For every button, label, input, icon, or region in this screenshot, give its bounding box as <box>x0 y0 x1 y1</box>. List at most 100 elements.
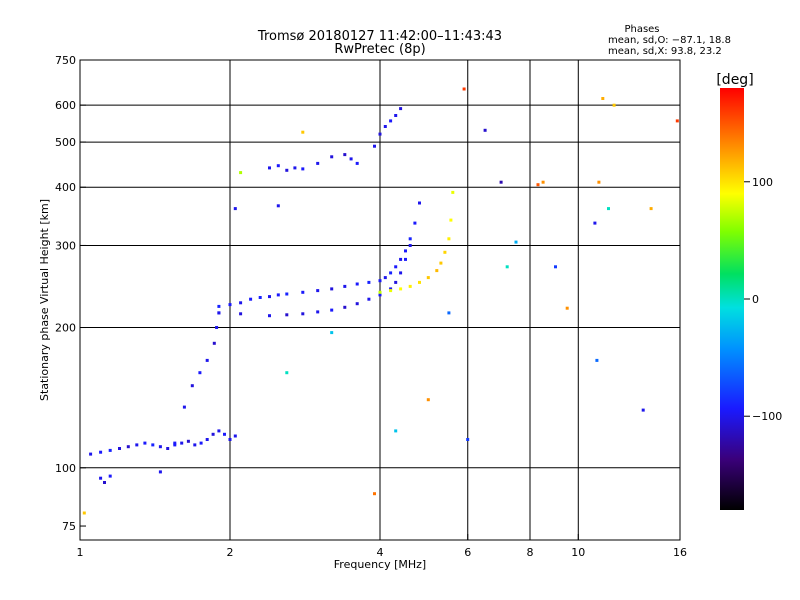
x-tick-label: 4 <box>377 546 384 559</box>
data-point <box>389 289 393 293</box>
data-point <box>394 429 398 433</box>
data-point <box>355 302 359 306</box>
data-point <box>212 341 216 345</box>
data-point <box>198 371 202 375</box>
data-point <box>135 443 139 447</box>
data-point <box>408 284 412 288</box>
data-point <box>675 119 679 123</box>
data-point <box>413 221 417 225</box>
data-point <box>426 276 430 280</box>
data-point <box>408 237 412 241</box>
data-point <box>316 289 320 293</box>
data-point <box>355 161 359 165</box>
y-tick-label: 100 <box>55 462 76 475</box>
data-point <box>449 218 453 222</box>
data-point <box>649 207 653 211</box>
plot-area: 1 2 4 6 8 10 16 75 100 200 300 400 500 600 750 <box>55 54 687 559</box>
data-point <box>601 97 605 100</box>
data-point <box>158 470 162 474</box>
data-point <box>268 166 271 170</box>
data-point <box>193 443 197 447</box>
data-point <box>514 240 518 244</box>
data-point <box>607 207 610 211</box>
data-point <box>330 155 334 159</box>
data-point <box>378 279 382 283</box>
x-tick-label: 10 <box>571 546 585 559</box>
data-point <box>505 265 509 269</box>
data-point <box>349 157 353 161</box>
x-tick-label: 16 <box>673 546 687 559</box>
data-point <box>373 144 376 148</box>
phases-x-line: mean, sd,X: 93.8, 23.2 <box>608 46 722 57</box>
data-point <box>99 450 103 454</box>
colorbar-gradient <box>720 88 744 510</box>
data-point <box>223 432 226 436</box>
data-point <box>408 244 412 247</box>
data-point <box>343 153 347 157</box>
grid <box>80 60 680 540</box>
data-point <box>373 492 376 496</box>
data-point <box>276 204 280 208</box>
data-point <box>462 87 466 91</box>
data-point <box>268 314 271 318</box>
data-point <box>233 434 237 438</box>
data-point <box>593 221 597 225</box>
data-point <box>394 114 398 117</box>
data-point <box>443 250 447 254</box>
data-point <box>435 269 439 273</box>
phases-o-line: mean, sd,O: −87.1, 18.8 <box>608 35 731 46</box>
data-point <box>383 125 387 128</box>
data-point <box>426 398 430 402</box>
data-point <box>228 438 232 441</box>
data-point <box>108 448 112 452</box>
y-tick-label: 75 <box>62 520 76 533</box>
x-tick-label: 8 <box>527 546 534 559</box>
data-point <box>215 326 219 329</box>
data-point <box>641 408 645 412</box>
y-tick-label: 600 <box>55 99 76 112</box>
data-point <box>316 310 320 314</box>
y-tick-label: 500 <box>55 136 76 149</box>
data-point <box>205 438 209 441</box>
data-point <box>199 441 203 445</box>
data-point <box>404 257 407 261</box>
colorbar: [deg] 100 0 −100 <box>716 72 782 510</box>
data-point <box>239 312 243 316</box>
data-point <box>404 249 407 253</box>
data-point <box>447 237 451 241</box>
data-point <box>378 293 382 297</box>
data-point <box>541 180 545 184</box>
data-point <box>285 313 289 317</box>
data-point <box>466 438 470 441</box>
data-point <box>330 331 334 335</box>
data-point <box>190 384 194 388</box>
data-point <box>383 276 387 280</box>
data-point <box>285 168 289 172</box>
colorbar-tick-label: −100 <box>752 410 782 423</box>
data-point <box>367 297 371 301</box>
data-point <box>126 445 130 449</box>
data-point <box>389 119 393 123</box>
data-point <box>89 452 93 456</box>
data-point <box>447 311 451 315</box>
x-axis-label: Frequency [MHz] <box>334 558 426 571</box>
data-point <box>151 443 155 447</box>
data-point <box>389 287 393 291</box>
data-point <box>378 132 382 136</box>
data-point <box>217 304 221 308</box>
data-point <box>399 287 403 291</box>
data-point <box>355 282 359 286</box>
data-point <box>612 103 616 107</box>
data-point <box>249 297 253 301</box>
data-point <box>595 358 599 362</box>
data-point <box>217 311 221 315</box>
data-point <box>108 474 112 478</box>
x-tick-label: 1 <box>77 546 84 559</box>
data-point <box>367 280 371 284</box>
data-point <box>82 511 86 515</box>
data-point <box>239 171 243 175</box>
data-point <box>399 107 403 111</box>
y-tick-label: 400 <box>55 181 76 194</box>
data-point <box>565 306 569 310</box>
